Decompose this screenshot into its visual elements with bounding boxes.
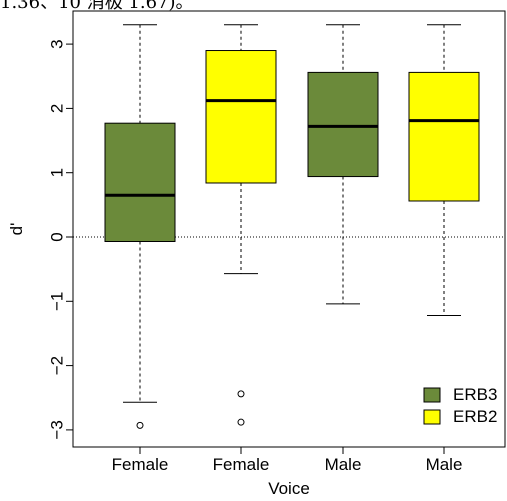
box-iqr [104,122,176,243]
outlier-point [136,421,144,429]
legend-swatch-erb3 [423,387,441,403]
box-female-erb3 [104,24,176,429]
outlier-point [237,418,245,426]
x-tick-label: Female [112,455,169,474]
legend-swatch-erb2 [423,409,441,425]
x-tick-label: Male [426,455,463,474]
caption-fragment: 1.36、10 消极 1.67)。 [0,0,194,12]
outlier-point [237,390,245,398]
box-iqr [205,50,277,184]
x-tick-label: Male [325,455,362,474]
y-tick-label: −2 [47,356,66,375]
y-tick-label: 3 [47,39,66,48]
plot-frame [72,10,506,448]
box-iqr [307,71,379,178]
box-iqr [408,71,480,202]
legend-label-erb3: ERB3 [453,385,497,404]
legend-label-erb2: ERB2 [453,407,497,426]
y-tick-label: −1 [47,292,66,311]
box-male-erb2 [408,24,480,316]
x-tick-label: Female [213,455,270,474]
y-axis-label: d' [7,223,26,236]
y-tick-label: 0 [47,232,66,241]
x-axis-label: Voice [268,479,310,498]
y-tick-label: 2 [47,104,66,113]
y-tick-label: −3 [47,420,66,439]
box-female-erb2 [205,24,277,426]
y-tick-label: 1 [47,168,66,177]
box-male-erb3 [307,24,379,305]
